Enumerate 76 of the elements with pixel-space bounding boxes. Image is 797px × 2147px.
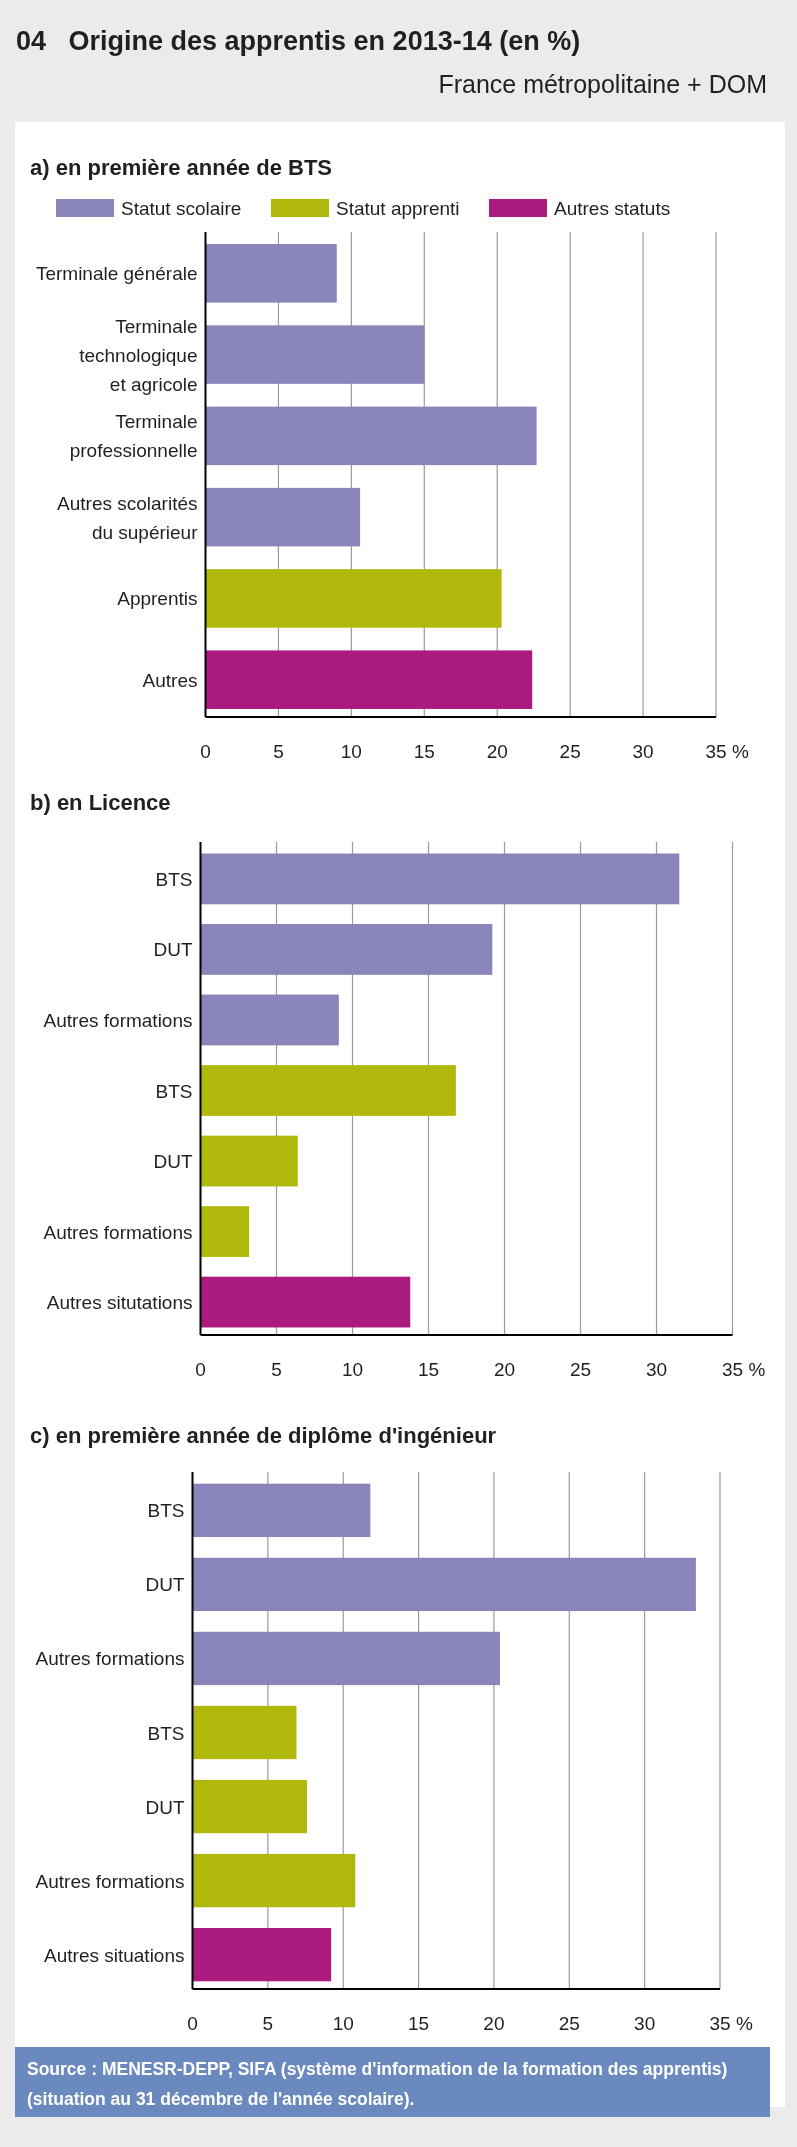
bar (205, 325, 425, 384)
chart-title: b) en Licence (30, 790, 171, 815)
y-tick-label: Autres formations (43, 1221, 193, 1243)
x-tick-label: 15 (417, 1359, 440, 1380)
legend-label: Statut scolaire (121, 198, 242, 219)
bar (200, 1276, 411, 1328)
bar (192, 1853, 356, 1908)
legend-label: Autres statuts (554, 198, 671, 219)
y-tick-label: Autres formations (35, 1870, 185, 1892)
x-tick-label: 0 (200, 741, 211, 762)
y-tick-label: Autres (142, 669, 198, 691)
y-tick-label: Autres scolarités du supérieur (57, 492, 199, 543)
x-axis-title: % (732, 741, 749, 762)
bar (192, 1705, 297, 1760)
y-tick-label: BTS (155, 1080, 193, 1102)
bar (205, 487, 361, 547)
x-tick-label: 20 (493, 1359, 516, 1380)
x-tick-label: 10 (332, 2013, 354, 2034)
y-tick-label: Terminale professionnelle (69, 411, 198, 462)
x-tick-label: 10 (340, 741, 362, 762)
bar (200, 1206, 250, 1257)
x-axis-title: % (736, 2013, 753, 2034)
x-tick-label: 35 (705, 741, 727, 762)
x-tick-label: 20 (486, 741, 508, 762)
x-tick-label: 35 (709, 2013, 731, 2034)
bar (200, 994, 339, 1046)
x-tick-label: 5 (271, 1359, 282, 1380)
y-tick-label: Apprentis (117, 588, 198, 610)
y-tick-label: Autres situtations (46, 1292, 193, 1314)
bar (205, 650, 533, 709)
chart-title: c) en première année de diplôme d'ingénieur (30, 1423, 497, 1448)
y-tick-label: BTS (147, 1722, 185, 1744)
x-tick-label: 35 (721, 1359, 744, 1380)
x-tick-label: 5 (273, 741, 284, 762)
y-tick-label: BTS (155, 868, 193, 890)
bar (200, 924, 493, 975)
bar (200, 1065, 456, 1116)
y-tick-label: Autres formations (35, 1648, 185, 1670)
bar (192, 1927, 332, 1982)
x-tick-label: 30 (632, 741, 654, 762)
x-tick-label: 25 (558, 2013, 580, 2034)
bar (192, 1483, 371, 1538)
y-tick-label: DUT (145, 1574, 185, 1596)
y-tick-label: BTS (147, 1500, 185, 1522)
x-tick-label: 25 (559, 741, 581, 762)
y-tick-label: Terminale générale (35, 263, 198, 285)
bar (205, 569, 502, 628)
x-tick-label: 30 (645, 1359, 668, 1380)
y-tick-label: Autres formations (43, 1009, 193, 1031)
bar (200, 853, 680, 905)
bar (192, 1557, 696, 1612)
x-axis-title: % (748, 1359, 766, 1380)
y-tick-label: Terminale technologique et agricole (79, 315, 198, 395)
x-tick-label: 0 (195, 1359, 206, 1380)
x-tick-label: 10 (341, 1359, 364, 1380)
x-tick-label: 15 (413, 741, 435, 762)
y-tick-label: DUT (153, 939, 193, 961)
x-tick-label: 5 (262, 2013, 274, 2034)
x-tick-label: 0 (187, 2013, 198, 2034)
legend-label: Statut apprenti (336, 198, 460, 219)
text: 04 Origine des apprentis en 2013-14 (en %) (16, 26, 581, 56)
x-tick-label: 20 (483, 2013, 505, 2034)
chart-title: a) en première année de BTS (30, 155, 332, 180)
y-tick-label: Autres situations (44, 1944, 185, 1966)
x-tick-label: 30 (634, 2013, 656, 2034)
bar (205, 244, 337, 303)
y-tick-label: DUT (145, 1796, 185, 1818)
bar (205, 406, 537, 466)
y-tick-label: DUT (153, 1151, 193, 1173)
text: France métropolitaine + DOM (438, 70, 767, 98)
bar (200, 1135, 298, 1187)
x-tick-label: 25 (569, 1359, 592, 1380)
source-note: Source : MENESR-DEPP, SIFA (système d'information de la formation des apprentis) (situation au 31 décembre de l'année scolaire). (27, 2059, 728, 2109)
bar (192, 1779, 308, 1834)
x-tick-label: 15 (408, 2013, 430, 2034)
bar (192, 1631, 500, 1686)
